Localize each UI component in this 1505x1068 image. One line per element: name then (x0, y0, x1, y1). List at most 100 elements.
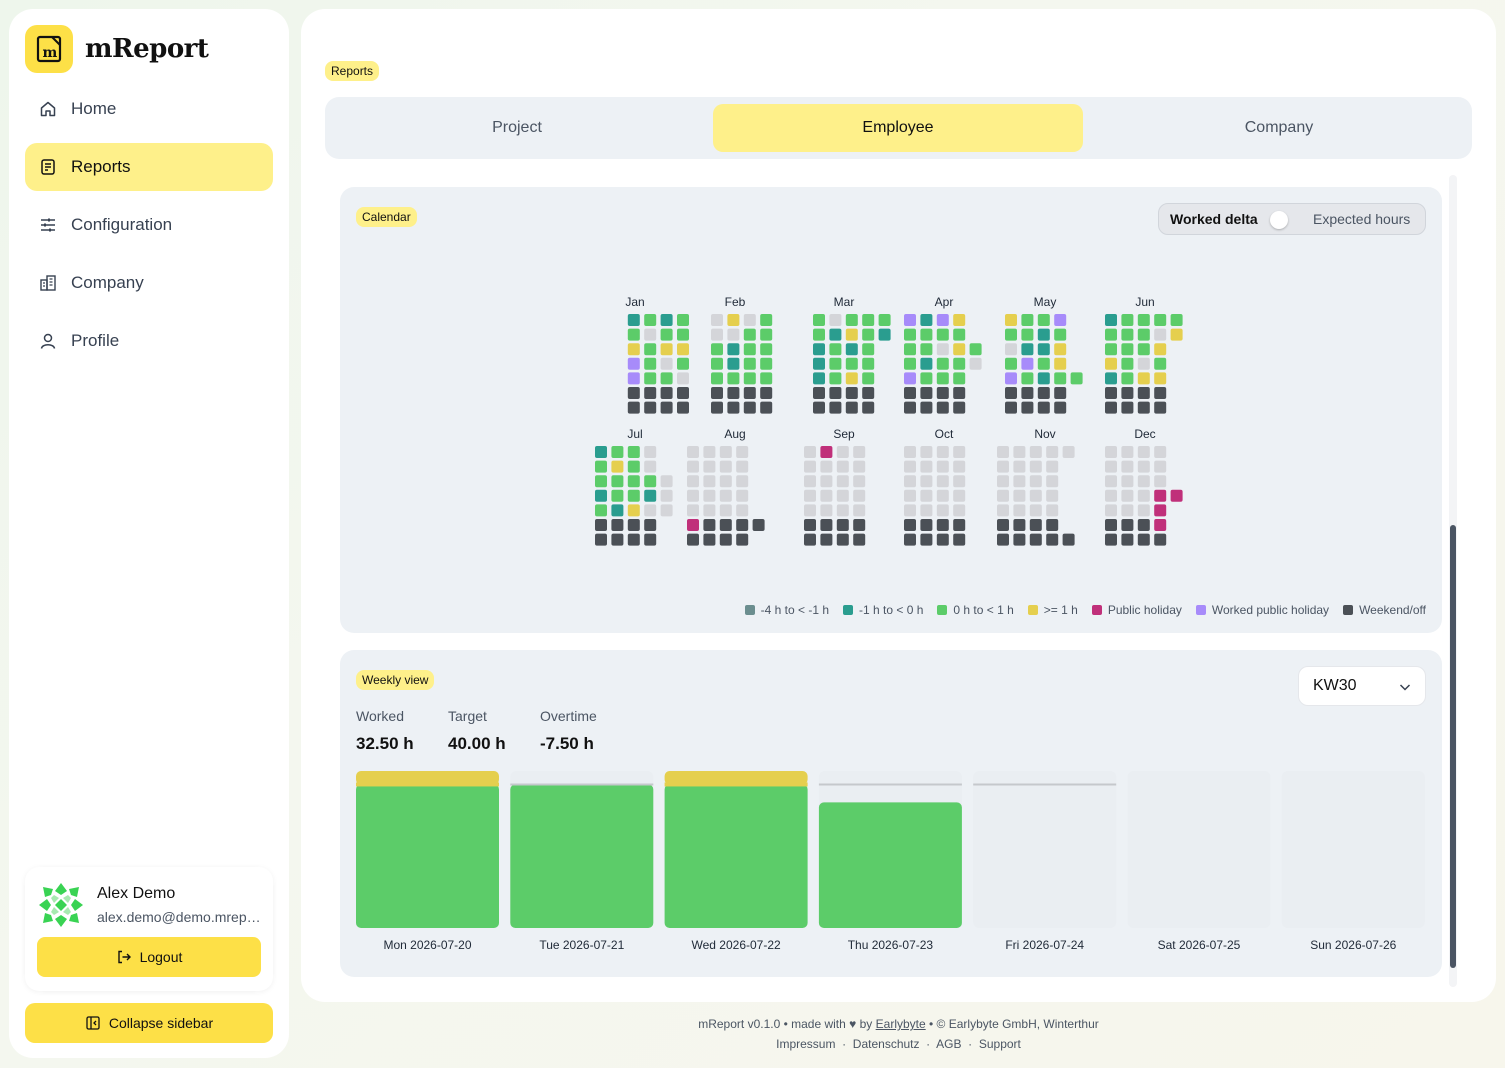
day-cell[interactable] (611, 533, 624, 546)
day-cell[interactable] (677, 387, 689, 399)
day-cell[interactable] (711, 372, 723, 385)
day-cell[interactable] (845, 357, 858, 370)
day-cell[interactable] (719, 489, 732, 502)
day-cell[interactable] (644, 504, 657, 517)
day-bar-worked[interactable] (510, 784, 654, 928)
day-cell[interactable] (904, 387, 916, 399)
day-cell[interactable] (727, 343, 740, 356)
day-cell[interactable] (1005, 314, 1017, 326)
day-cell[interactable] (644, 357, 657, 370)
day-cell[interactable] (687, 489, 699, 502)
day-cell[interactable] (627, 533, 640, 546)
day-cell[interactable] (1154, 401, 1167, 414)
day-cell[interactable] (1021, 387, 1034, 399)
day-cell[interactable] (953, 372, 966, 385)
day-cell[interactable] (1121, 328, 1134, 341)
day-cell[interactable] (836, 460, 849, 473)
day-cell[interactable] (1013, 460, 1026, 473)
tab-employee[interactable]: Employee (713, 104, 1083, 152)
day-cell[interactable] (595, 475, 607, 488)
day-cell[interactable] (1005, 343, 1017, 356)
day-cell[interactable] (677, 343, 689, 356)
day-cell[interactable] (820, 475, 833, 488)
day-cell[interactable] (627, 475, 640, 488)
tab-project[interactable]: Project (492, 119, 542, 136)
day-cell[interactable] (953, 489, 966, 502)
day-cell[interactable] (1021, 343, 1034, 356)
day-cell[interactable] (627, 372, 640, 385)
day-bar-worked[interactable] (356, 784, 499, 928)
day-cell[interactable] (804, 489, 816, 502)
day-cell[interactable] (743, 314, 756, 326)
day-cell[interactable] (1154, 504, 1167, 517)
day-cell[interactable] (1121, 357, 1134, 370)
day-cell[interactable] (627, 460, 640, 473)
day-cell[interactable] (1105, 387, 1117, 399)
day-cell[interactable] (1005, 328, 1017, 341)
day-cell[interactable] (820, 504, 833, 517)
day-cell[interactable] (1005, 372, 1017, 385)
day-cell[interactable] (719, 446, 732, 458)
footer-link-support[interactable]: Support (978, 1037, 1021, 1051)
day-cell[interactable] (760, 357, 773, 370)
day-cell[interactable] (660, 372, 673, 385)
day-cell[interactable] (862, 328, 875, 341)
day-cell[interactable] (904, 401, 916, 414)
day-cell[interactable] (1021, 314, 1034, 326)
day-cell[interactable] (813, 387, 825, 399)
day-cell[interactable] (969, 343, 982, 356)
day-cell[interactable] (1121, 387, 1134, 399)
week-select[interactable]: KW30 (1298, 666, 1426, 706)
day-cell[interactable] (997, 446, 1009, 458)
day-cell[interactable] (611, 446, 624, 458)
day-cell[interactable] (836, 519, 849, 531)
day-cell[interactable] (878, 314, 891, 326)
day-cell[interactable] (1062, 446, 1075, 458)
day-cell[interactable] (804, 533, 816, 546)
day-cell[interactable] (1005, 357, 1017, 370)
day-cell[interactable] (627, 446, 640, 458)
day-cell[interactable] (953, 387, 966, 399)
day-cell[interactable] (1029, 475, 1042, 488)
scrollbar[interactable] (1449, 175, 1457, 987)
day-cell[interactable] (820, 519, 833, 531)
day-cell[interactable] (1154, 343, 1167, 356)
day-cell[interactable] (920, 343, 933, 356)
day-cell[interactable] (878, 328, 891, 341)
day-cell[interactable] (1037, 357, 1050, 370)
day-cell[interactable] (1137, 387, 1150, 399)
day-cell[interactable] (760, 343, 773, 356)
day-cell[interactable] (703, 533, 716, 546)
day-cell[interactable] (936, 460, 949, 473)
day-cell[interactable] (627, 519, 640, 531)
day-cell[interactable] (1054, 357, 1067, 370)
day-cell[interactable] (703, 489, 716, 502)
day-cell[interactable] (920, 533, 933, 546)
day-cell[interactable] (904, 343, 916, 356)
day-cell[interactable] (677, 314, 689, 326)
day-cell[interactable] (719, 533, 732, 546)
day-cell[interactable] (660, 504, 673, 517)
day-cell[interactable] (1154, 314, 1167, 326)
day-cell[interactable] (1105, 533, 1117, 546)
day-cell[interactable] (836, 489, 849, 502)
day-cell[interactable] (627, 489, 640, 502)
day-cell[interactable] (711, 357, 723, 370)
day-cell[interactable] (1054, 401, 1067, 414)
day-cell[interactable] (953, 357, 966, 370)
day-cell[interactable] (1046, 504, 1059, 517)
day-cell[interactable] (813, 372, 825, 385)
day-cell[interactable] (953, 460, 966, 473)
day-cell[interactable] (1121, 372, 1134, 385)
day-cell[interactable] (644, 387, 657, 399)
day-cell[interactable] (1029, 446, 1042, 458)
day-cell[interactable] (904, 372, 916, 385)
day-cell[interactable] (1046, 460, 1059, 473)
day-cell[interactable] (936, 519, 949, 531)
day-cell[interactable] (611, 475, 624, 488)
day-cell[interactable] (1037, 328, 1050, 341)
day-cell[interactable] (936, 328, 949, 341)
day-cell[interactable] (627, 328, 640, 341)
day-cell[interactable] (853, 533, 866, 546)
day-cell[interactable] (853, 504, 866, 517)
